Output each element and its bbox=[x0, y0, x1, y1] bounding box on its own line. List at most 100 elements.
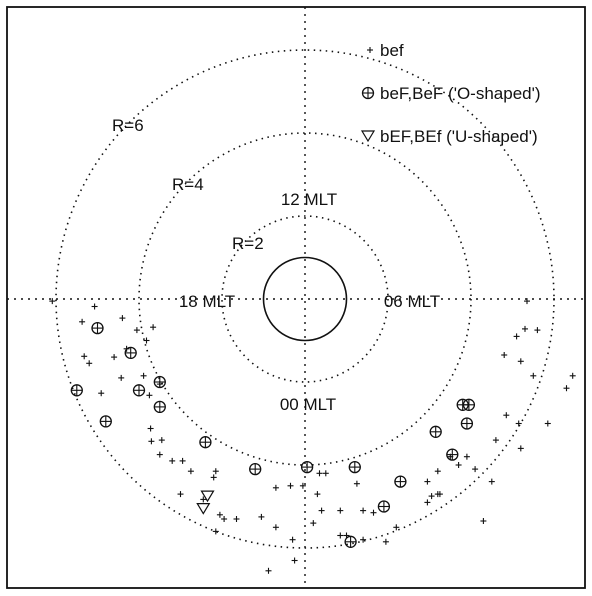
mlt-label-12: 12 MLT bbox=[281, 190, 337, 209]
o-shaped-point bbox=[394, 475, 407, 488]
legend: bef beF,BeF ('O-shaped') bEF,BEf ('U-sha… bbox=[360, 41, 541, 146]
data-points bbox=[49, 298, 576, 574]
bef-point bbox=[158, 437, 165, 444]
bef-point bbox=[111, 354, 118, 361]
earth-circle bbox=[262, 256, 348, 342]
bef-point bbox=[455, 462, 462, 468]
mlt-label-06: 06 MLT bbox=[384, 292, 440, 311]
bef-point bbox=[503, 412, 510, 419]
bef-point bbox=[316, 470, 323, 477]
bef-point bbox=[216, 511, 223, 518]
bef-point bbox=[291, 557, 298, 564]
legend-triangle-marker bbox=[360, 130, 376, 143]
bef-point bbox=[524, 298, 530, 305]
bef-point bbox=[501, 352, 508, 358]
bef-point bbox=[492, 437, 499, 444]
legend-circle-plus-marker bbox=[361, 86, 375, 100]
bef-point bbox=[233, 516, 240, 522]
u-shaped-point bbox=[200, 490, 215, 503]
u-shaped-point bbox=[196, 503, 211, 515]
bef-point bbox=[569, 372, 576, 379]
bef-point bbox=[289, 536, 296, 543]
bef-point bbox=[434, 468, 441, 475]
bef-point bbox=[156, 451, 163, 458]
bef-point bbox=[517, 445, 524, 452]
bef-point bbox=[86, 360, 93, 367]
bef-point bbox=[187, 468, 194, 475]
bef-point bbox=[150, 324, 157, 331]
bef-point bbox=[360, 536, 367, 543]
bef-point bbox=[146, 392, 153, 399]
bef-point bbox=[272, 484, 279, 491]
o-shaped-point bbox=[91, 321, 104, 335]
bef-point bbox=[337, 532, 344, 539]
bef-point bbox=[463, 453, 470, 460]
bef-point bbox=[513, 333, 520, 340]
bef-point bbox=[147, 425, 154, 432]
bef-point bbox=[517, 358, 524, 365]
bef-point bbox=[148, 438, 155, 445]
bef-point bbox=[118, 374, 125, 381]
bef-point bbox=[81, 353, 88, 360]
o-shaped-point bbox=[153, 375, 166, 389]
bef-point bbox=[318, 507, 325, 514]
o-shaped-point bbox=[344, 535, 357, 548]
bef-point bbox=[436, 491, 443, 498]
ring-r2 bbox=[221, 215, 389, 383]
o-shaped-point bbox=[462, 398, 476, 411]
bef-point bbox=[314, 491, 321, 498]
mlt-label-18: 18 MLT bbox=[179, 292, 235, 311]
bef-point bbox=[212, 528, 219, 535]
bef-point bbox=[49, 298, 56, 305]
bef-point bbox=[480, 518, 487, 524]
o-shaped-point bbox=[249, 462, 262, 476]
o-shaped-point bbox=[348, 460, 361, 474]
mlt-label-00: 00 MLT bbox=[280, 395, 336, 414]
bef-point bbox=[382, 538, 389, 545]
bef-point bbox=[299, 482, 306, 489]
bef-point bbox=[544, 420, 551, 427]
plot-frame bbox=[6, 6, 586, 589]
bef-point bbox=[428, 493, 435, 500]
o-shaped-point bbox=[300, 460, 314, 474]
o-shaped-point bbox=[99, 415, 112, 428]
o-shaped-point bbox=[429, 425, 442, 438]
mlt-axes bbox=[7, 7, 585, 588]
bef-point bbox=[287, 482, 294, 489]
bef-point bbox=[210, 474, 217, 481]
ring-label-r2: R=2 bbox=[232, 234, 264, 253]
o-shaped-point bbox=[153, 400, 166, 414]
o-shaped-point bbox=[70, 384, 83, 397]
legend-item-u-shaped: bEF,BEf ('U-shaped') bbox=[360, 127, 538, 146]
bef-point bbox=[140, 372, 147, 379]
bef-point bbox=[179, 457, 186, 464]
bef-point bbox=[393, 524, 400, 531]
o-shaped-point bbox=[199, 436, 212, 449]
o-shaped-point bbox=[377, 500, 391, 513]
bef-point bbox=[272, 524, 279, 531]
ring-label-r6: R=6 bbox=[112, 116, 144, 135]
bef-point bbox=[258, 513, 265, 520]
bef-point bbox=[143, 337, 150, 344]
bef-point bbox=[91, 303, 98, 310]
legend-label-o-shaped: beF,BeF ('O-shaped') bbox=[380, 84, 541, 103]
o-shaped-point bbox=[446, 448, 459, 461]
ring-label-r4: R=4 bbox=[172, 175, 204, 194]
bef-point bbox=[488, 478, 495, 485]
bef-point bbox=[169, 457, 176, 464]
bef-point bbox=[310, 520, 317, 527]
bef-point bbox=[200, 496, 207, 503]
bef-point bbox=[119, 315, 126, 322]
legend-label-u-shaped: bEF,BEf ('U-shaped') bbox=[380, 127, 538, 146]
legend-label-bef: bef bbox=[380, 41, 404, 60]
bef-point bbox=[265, 567, 272, 574]
bef-point bbox=[424, 499, 431, 506]
o-shaped-point bbox=[124, 346, 137, 360]
o-shaped-point bbox=[132, 384, 146, 397]
bef-point bbox=[534, 327, 541, 334]
legend-item-o-shaped: beF,BeF ('O-shaped') bbox=[361, 84, 541, 103]
bef-point bbox=[515, 420, 522, 427]
mlt-labels: 12 MLT 06 MLT 00 MLT 18 MLT bbox=[179, 190, 440, 414]
ring-labels: R=2 R=4 R=6 bbox=[112, 116, 264, 253]
